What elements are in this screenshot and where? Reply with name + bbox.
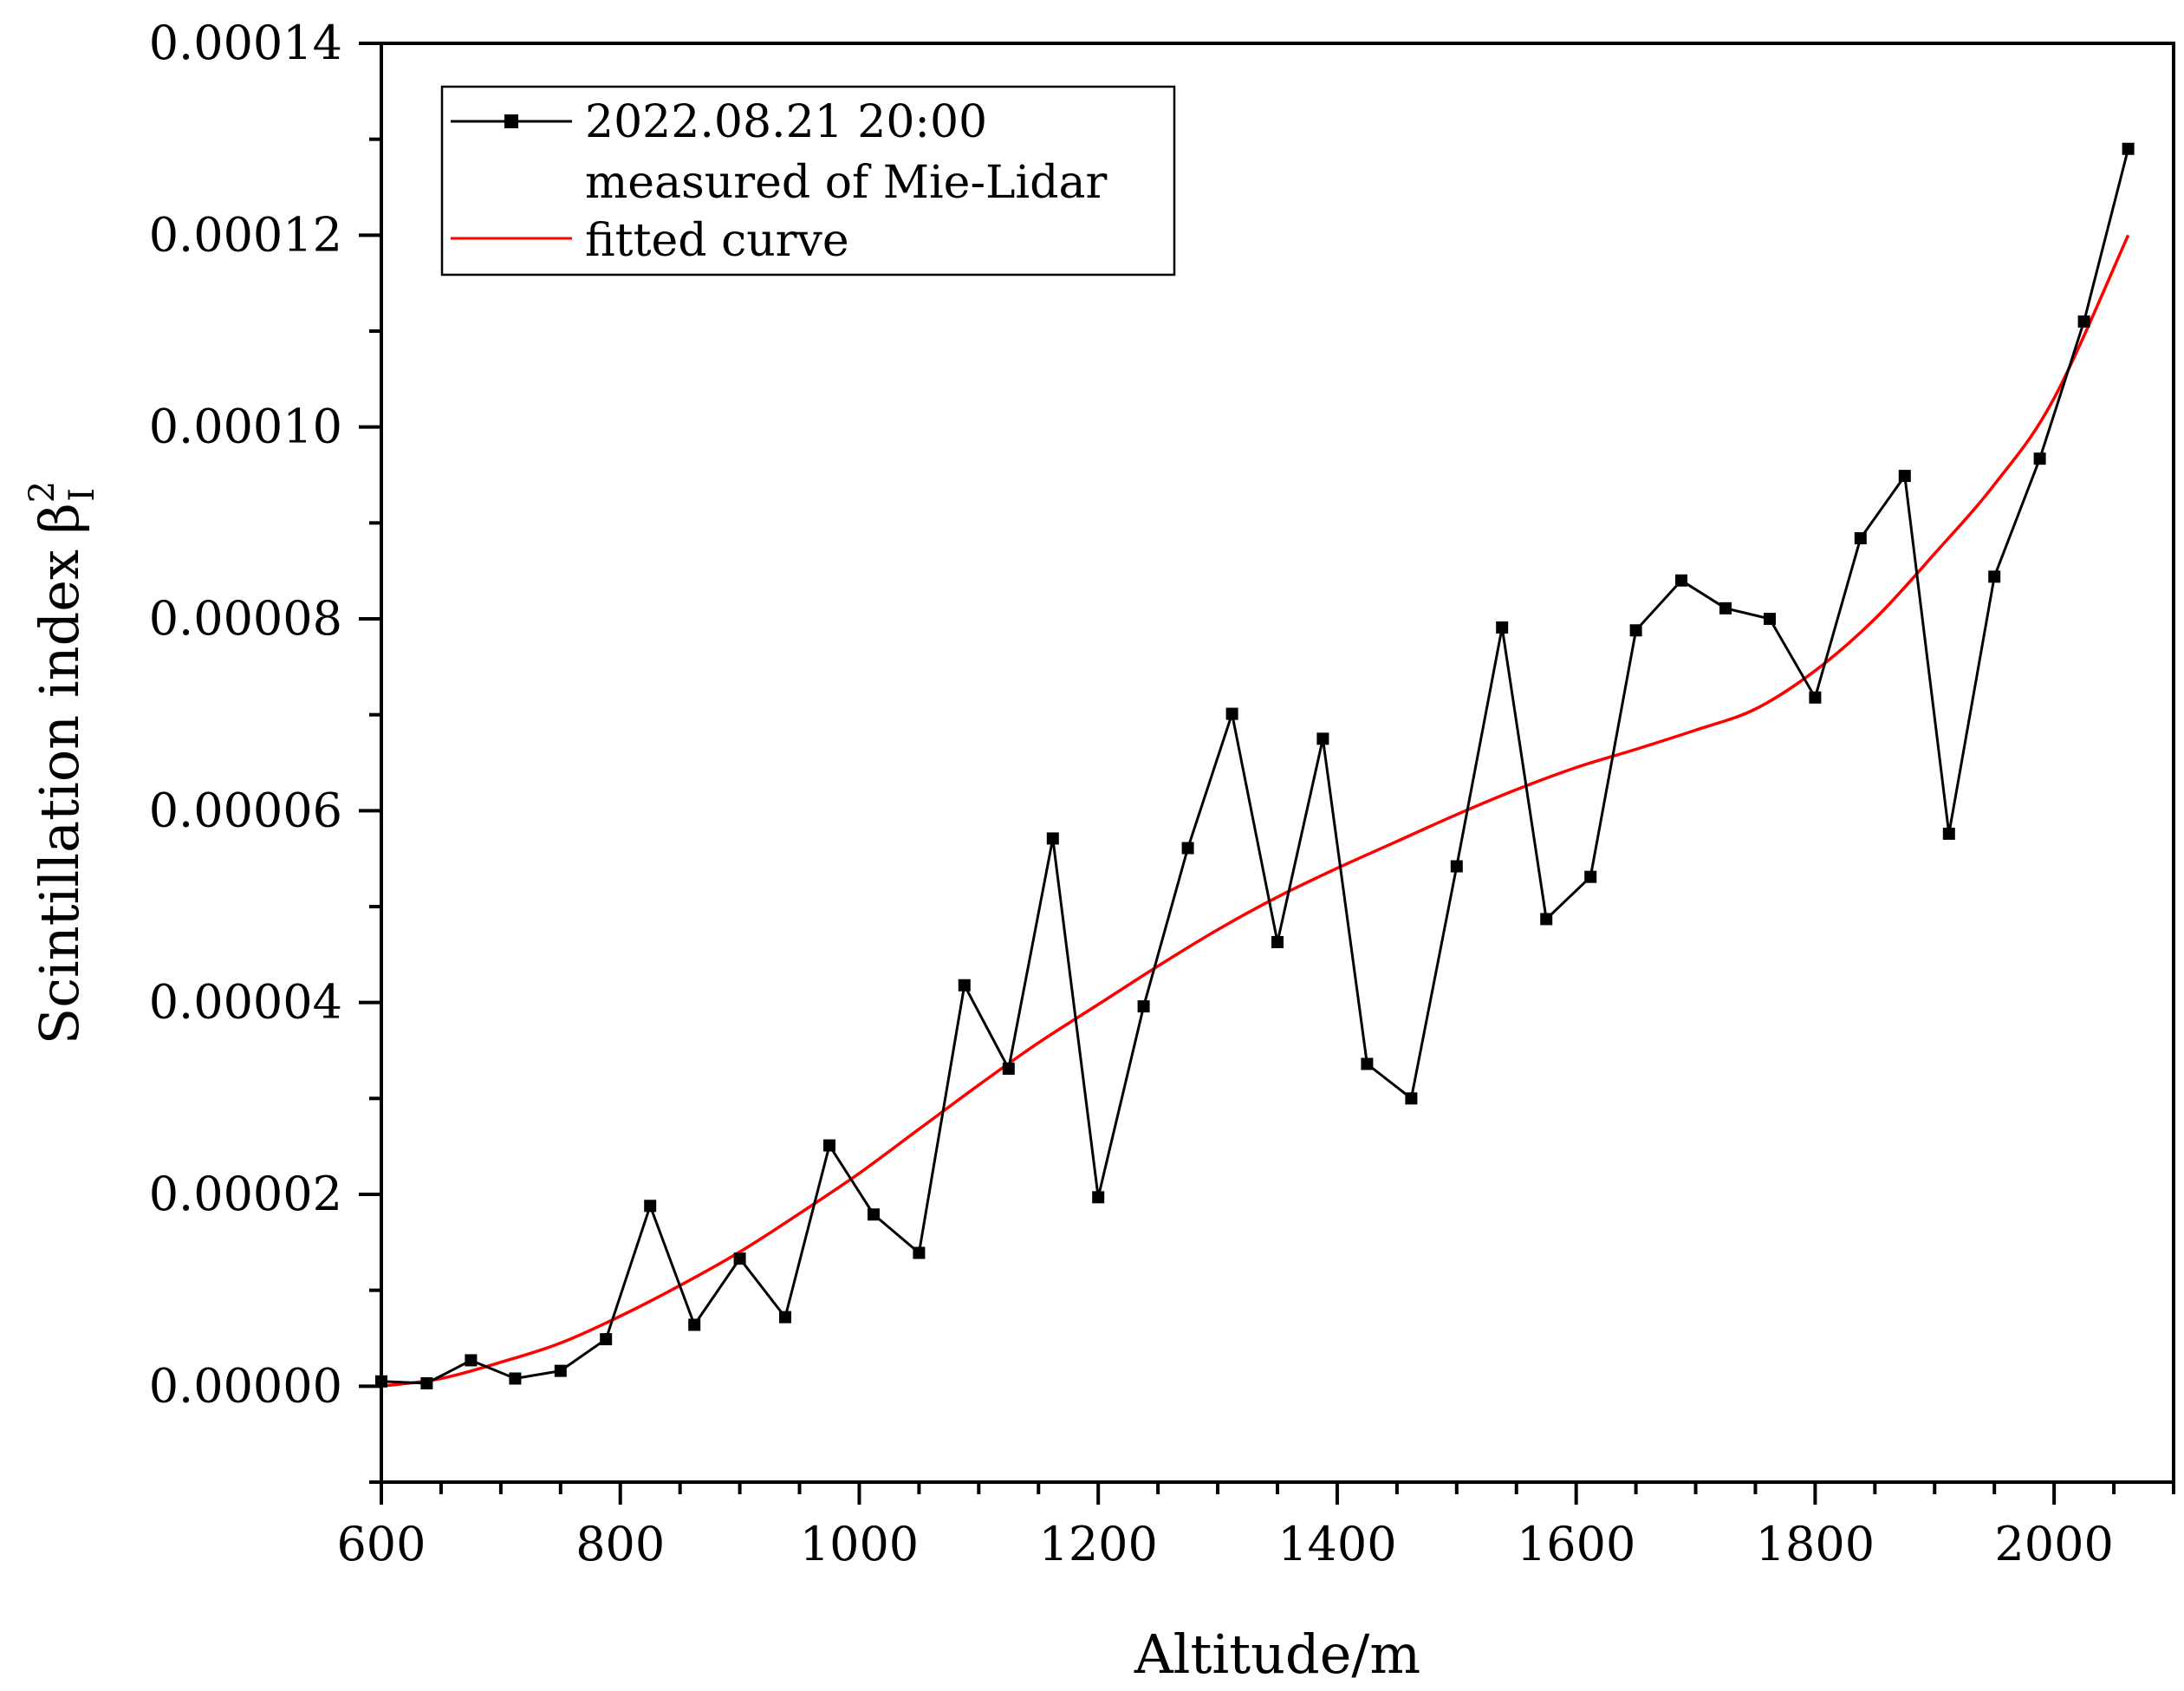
x-tick-label: 1600 [1517, 1517, 1635, 1571]
fitted-curve [380, 234, 2130, 1389]
measured-point [1225, 707, 1238, 720]
legend-measured-marker [504, 114, 518, 128]
x-tick-label: 2000 [1994, 1517, 2113, 1571]
measured-point [1002, 1063, 1015, 1076]
measured-point [509, 1372, 522, 1385]
x-tick-label: 1800 [1756, 1517, 1875, 1571]
measured-series-layer [375, 142, 2135, 1390]
y-tick-label: 0.00008 [149, 591, 342, 646]
x-tick-label: 1000 [800, 1517, 919, 1571]
y-axis-ticks: 0.00000 0.00002 0.00004 0.00006 0.00008 0.000… [149, 16, 381, 1484]
y-axis-title-symbol: β [28, 503, 91, 534]
y-tick-label: 0.00014 [149, 16, 342, 70]
measured-point [1361, 1057, 1374, 1070]
y-tick-label: 0.00000 [149, 1358, 342, 1413]
legend-measured-label-line1: 2022.08.21 20:00 [585, 96, 987, 148]
measured-point [644, 1200, 657, 1213]
measured-point [2122, 142, 2135, 155]
measured-line [380, 148, 2130, 1385]
x-axis-title: Altitude/m [1134, 1623, 1420, 1686]
measured-point [823, 1139, 835, 1152]
measured-point [600, 1333, 613, 1346]
measured-point [778, 1311, 791, 1324]
x-tick-label: 600 [336, 1517, 426, 1571]
y-tick-label: 0.00004 [149, 975, 342, 1030]
measured-point [1271, 935, 1284, 948]
measured-point [1764, 613, 1777, 625]
legend-box [440, 85, 1176, 276]
measured-point [868, 1208, 881, 1221]
measured-point [375, 1375, 387, 1388]
measured-point [958, 979, 971, 992]
measured-point [1854, 532, 1867, 545]
y-tick-label: 0.00012 [149, 207, 342, 262]
measured-point [1898, 470, 1911, 483]
x-axis-ticks: 600 800 1000 1200 1400 1600 1800 2000 [336, 1482, 2175, 1571]
y-axis-title-text: Scintillation index [28, 550, 91, 1044]
measured-point [913, 1246, 926, 1259]
measured-point [1540, 913, 1553, 926]
measured-point [1092, 1191, 1105, 1204]
measured-point [1584, 870, 1597, 883]
measured-point [688, 1318, 701, 1331]
y-tick-label: 0.00010 [149, 400, 342, 454]
y-tick-label: 0.00006 [149, 783, 342, 837]
legend: 2022.08.21 20:00 measured of Mie-Lidar f… [440, 85, 1176, 276]
measured-point [1942, 827, 1955, 840]
y-tick-label: 0.00002 [149, 1167, 342, 1221]
fitted-curve-layer [380, 234, 2130, 1389]
y-axis-title-superscript: 2 [23, 481, 62, 503]
measured-point [554, 1364, 567, 1377]
measured-point [420, 1377, 433, 1390]
measured-point [2033, 452, 2046, 465]
legend-measured-label-line2: measured of Mie-Lidar [585, 157, 1107, 209]
measured-point [1629, 624, 1642, 637]
measured-point [1046, 832, 1059, 845]
x-tick-label: 800 [575, 1517, 665, 1571]
y-axis-title-subscript: I [62, 488, 102, 502]
measured-point [1405, 1092, 1418, 1105]
measured-point [1988, 570, 2001, 583]
measured-point [2077, 315, 2090, 328]
measured-point [1181, 842, 1194, 855]
measured-point [1316, 732, 1329, 745]
measured-point [1450, 860, 1463, 873]
measured-point [465, 1354, 478, 1367]
measured-point [1496, 621, 1509, 634]
x-tick-label: 1200 [1038, 1517, 1157, 1571]
y-axis-title: Scintillation index β2I [23, 481, 102, 1044]
legend-fitted-label: fitted curve [585, 215, 849, 267]
measured-point [1719, 602, 1732, 615]
measured-point [1674, 574, 1687, 587]
measured-point [1809, 691, 1822, 704]
x-tick-label: 1400 [1277, 1517, 1396, 1571]
measured-point [1137, 1000, 1150, 1013]
measured-point [733, 1252, 746, 1265]
